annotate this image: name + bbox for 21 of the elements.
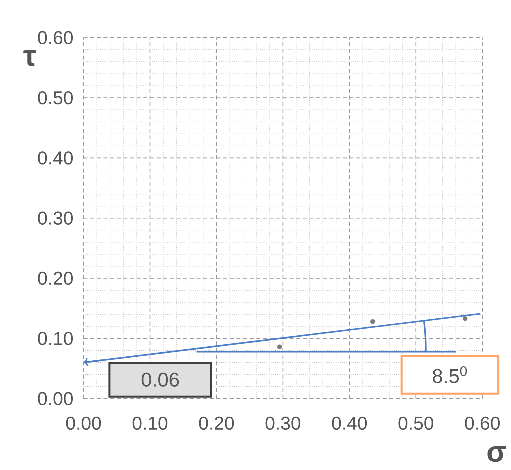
y-tick-label: 0.10: [38, 332, 74, 346]
y-axis-title: τ: [24, 50, 36, 66]
point: [277, 344, 282, 350]
y-tick-label: 0.30: [38, 212, 74, 226]
point: [462, 316, 468, 322]
annotation: 0.06: [142, 373, 180, 388]
y-tick-label: 0.60: [38, 31, 74, 45]
y-tick-label: 0.00: [38, 392, 74, 406]
x-tick-label: 0.40: [332, 416, 368, 430]
annotation: 8.5$^{0}$: [433, 366, 468, 384]
x-tick-label: 0.60: [465, 416, 500, 430]
y-tick-label: 0.40: [38, 152, 74, 165]
x-tick-label: 0.30: [266, 416, 301, 430]
point: [370, 320, 376, 324]
x-tick-label: 0.50: [398, 416, 434, 430]
y-tick-label: 0.50: [38, 92, 74, 105]
x-tick-label: 0.00: [66, 416, 102, 430]
x-axis-title: σ: [488, 446, 506, 462]
x-tick-label: 0.10: [132, 416, 168, 430]
x-tick-label: 0.20: [199, 416, 234, 430]
y-tick-label: 0.20: [38, 272, 74, 286]
